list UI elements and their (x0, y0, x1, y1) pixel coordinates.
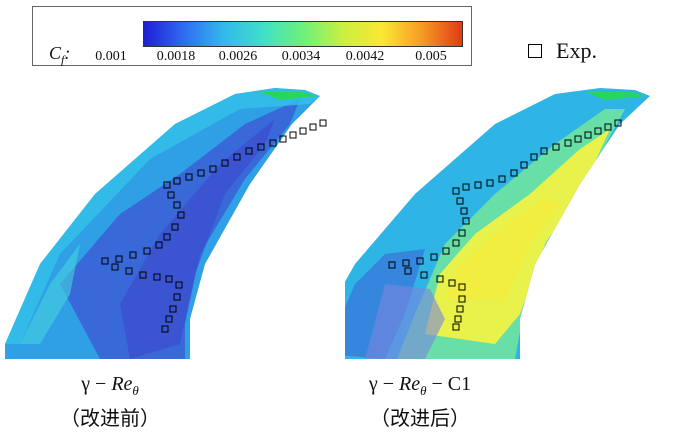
contour-panel-improved (345, 88, 650, 359)
legend-label: Exp. (556, 38, 597, 63)
colorbar-tick: 0.0018 (156, 49, 196, 64)
colorbar-label: Cf: (49, 43, 71, 67)
legend: Exp. (528, 38, 597, 64)
experimental-markers (101, 119, 327, 333)
colorbar: Cf: 0.001 0.0018 0.0026 0.0034 0.0042 0.… (32, 6, 472, 67)
colorbar-tick: 0.0034 (281, 49, 321, 64)
contour-panel-baseline (5, 88, 327, 359)
colorbar-gradient (143, 21, 463, 47)
colorbar-tick: 0.0042 (345, 49, 385, 64)
colorbar-tick: 0.005 (415, 49, 447, 64)
legend-square-marker-icon (528, 44, 542, 58)
colorbar-tick: 0.001 (95, 49, 127, 64)
colorbar-tick: 0.0026 (218, 49, 258, 64)
experimental-markers (388, 119, 622, 331)
caption-improved: γ − Reθ − C1 （改进后） (368, 373, 472, 430)
caption-baseline: γ − Reθ （改进前） (60, 373, 160, 430)
